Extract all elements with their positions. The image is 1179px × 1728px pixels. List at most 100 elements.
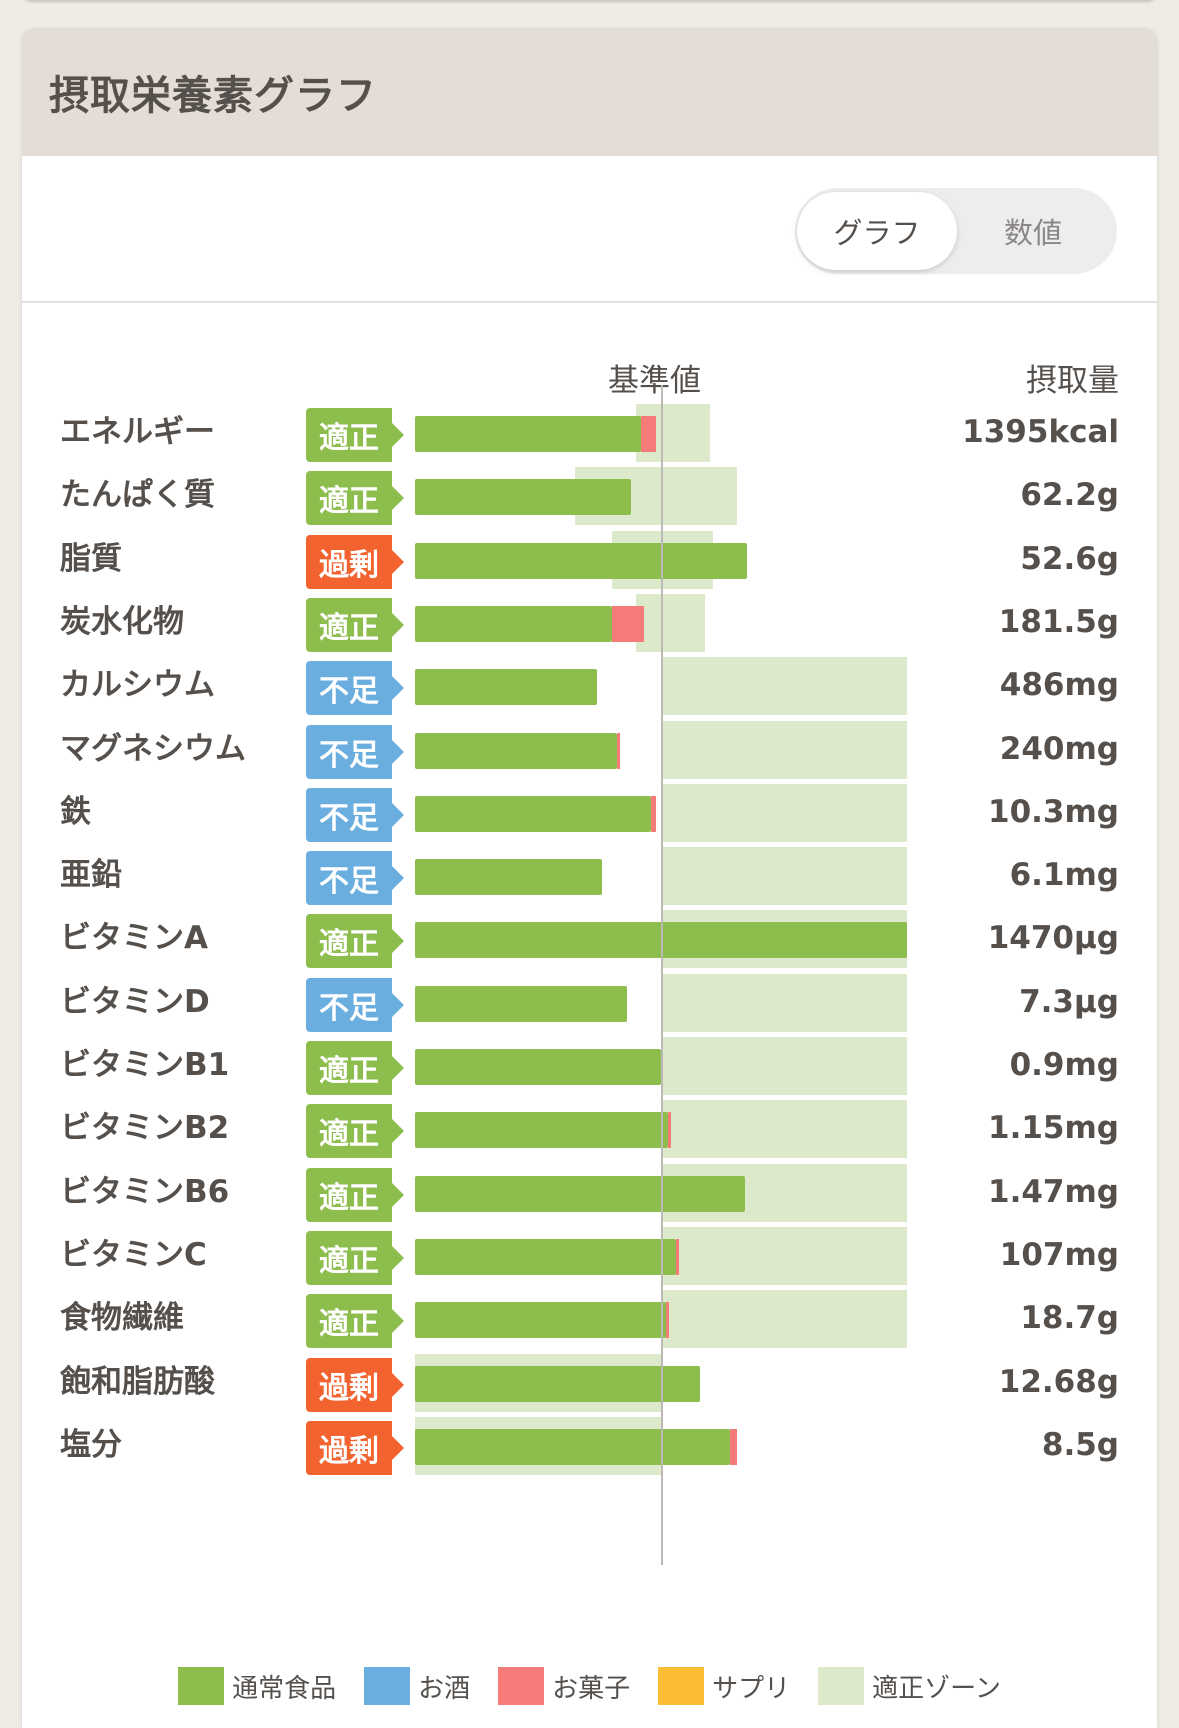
- legend-swatch: [658, 1667, 705, 1705]
- intake-value: 12.68g: [998, 1363, 1119, 1400]
- status-badge: 適正: [306, 408, 404, 462]
- snack-intake-bar: [665, 1302, 669, 1339]
- nutrient-name: ビタミンD: [60, 983, 210, 1020]
- status-badge: 不足: [306, 724, 404, 779]
- food-intake-bar: [415, 669, 598, 706]
- status-badge: 適正: [306, 914, 404, 969]
- nutrient-name: ビタミンB6: [60, 1173, 230, 1210]
- intake-value: 1395kcal: [962, 414, 1119, 450]
- optimal-zone-bar: [661, 1290, 907, 1349]
- legend-item: お酒: [364, 1667, 470, 1705]
- snack-intake-bar: [668, 1112, 672, 1149]
- legend-swatch: [364, 1667, 411, 1705]
- intake-value: 52.6g: [1020, 540, 1119, 577]
- nutrient-name: エネルギー: [60, 414, 215, 450]
- food-intake-bar: [415, 859, 602, 896]
- intake-value: 1470µg: [987, 920, 1119, 957]
- intake-value: 1.15mg: [988, 1110, 1119, 1147]
- status-badge: 適正: [306, 597, 404, 652]
- legend-label: サプリ: [712, 1673, 791, 1704]
- nutrient-row: 炭水化物 適正 181.5g: [22, 590, 1157, 654]
- nutrient-name: 食物繊維: [60, 1300, 184, 1337]
- food-intake-bar: [415, 1112, 669, 1149]
- nutrient-row: エネルギー 適正 1395kcal: [22, 400, 1157, 464]
- status-badge: 適正: [306, 1104, 404, 1159]
- optimal-zone-bar: [636, 593, 706, 652]
- status-badge: 過剰: [306, 534, 404, 589]
- food-intake-bar: [415, 542, 748, 579]
- nutrient-name: カルシウム: [60, 667, 215, 704]
- food-intake-bar: [415, 985, 627, 1022]
- intake-value: 8.5g: [1041, 1426, 1119, 1463]
- intake-value: 10.3mg: [988, 793, 1119, 830]
- status-badge: 適正: [306, 471, 404, 526]
- snack-intake-bar: [611, 605, 644, 642]
- optimal-zone-bar: [661, 1100, 907, 1159]
- optimal-zone-bar: [661, 847, 907, 906]
- view-toggle: グラフ 数値: [795, 188, 1117, 274]
- intake-value: 240mg: [999, 730, 1119, 767]
- nutrient-name: 飽和脂肪酸: [60, 1363, 215, 1400]
- food-intake-bar: [415, 1365, 701, 1402]
- nutrient-name: ビタミンB1: [60, 1047, 230, 1083]
- nutrient-name: 炭水化物: [60, 603, 184, 640]
- nutrient-row: 塩分 過剰 8.5g: [22, 1413, 1157, 1477]
- food-intake-bar: [415, 479, 632, 516]
- nutrient-row: ビタミンA 適正 1470µg: [22, 906, 1157, 970]
- reference-line: [661, 385, 663, 1565]
- intake-value: 0.9mg: [1009, 1047, 1119, 1083]
- nutrient-row: ビタミンB1 適正 0.9mg: [22, 1033, 1157, 1097]
- nutrient-row: たんぱく質 適正 62.2g: [22, 463, 1157, 527]
- intake-value: 18.7g: [1020, 1300, 1119, 1337]
- status-badge: 過剰: [306, 1420, 404, 1475]
- legend-label: 適正ゾーン: [872, 1673, 1001, 1704]
- status-badge: 適正: [306, 1294, 404, 1349]
- status-badge: 適正: [306, 1230, 404, 1285]
- nutrient-chart: 基準値 摂取量 エネルギー 適正 1395kcal たんぱく質 適正 62.2g 脂質 過剰 5…: [22, 303, 1157, 1728]
- status-badge: 適正: [306, 1167, 404, 1222]
- nutrient-name: 塩分: [60, 1426, 122, 1463]
- optimal-zone-bar: [661, 973, 907, 1032]
- nutrient-name: ビタミンA: [60, 920, 208, 957]
- intake-value: 107mg: [999, 1236, 1119, 1273]
- chart-legend: 通常食品 お酒 お菓子 サプリ 適正ゾーン: [22, 1661, 1157, 1711]
- nutrient-name: 鉄: [60, 793, 91, 830]
- nutrient-name: 亜鉛: [60, 857, 122, 894]
- status-badge: 過剰: [306, 1357, 404, 1412]
- legend-label: 通常食品: [232, 1673, 337, 1704]
- nutrient-row: 鉄 不足 10.3mg: [22, 780, 1157, 844]
- legend-label: お菓子: [552, 1673, 631, 1704]
- nutrient-name: たんぱく質: [60, 477, 215, 514]
- food-intake-bar: [415, 1049, 661, 1085]
- intake-value: 7.3µg: [1019, 983, 1119, 1020]
- nutrient-row: 食物繊維 適正 18.7g: [22, 1286, 1157, 1350]
- legend-swatch: [178, 1667, 225, 1705]
- view-toggle-row: グラフ 数値: [22, 156, 1157, 303]
- nutrient-row: マグネシウム 不足 240mg: [22, 717, 1157, 781]
- food-intake-bar: [415, 732, 617, 769]
- food-intake-bar: [415, 416, 642, 452]
- legend-item: サプリ: [658, 1667, 790, 1705]
- graph-view-button[interactable]: グラフ: [797, 192, 957, 270]
- optimal-zone-bar: [661, 1037, 907, 1095]
- food-intake-bar: [415, 1428, 730, 1465]
- legend-item: お菓子: [498, 1667, 630, 1705]
- intake-value: 6.1mg: [1009, 857, 1119, 894]
- legend-swatch: [818, 1667, 865, 1705]
- snack-intake-bar: [675, 1238, 679, 1275]
- status-badge: 不足: [306, 851, 404, 906]
- snack-intake-bar: [729, 1428, 738, 1465]
- reference-column-header: 基準値: [608, 363, 701, 399]
- intake-value: 181.5g: [998, 603, 1119, 640]
- nutrient-row: ビタミンC 適正 107mg: [22, 1223, 1157, 1287]
- nutrient-row: 亜鉛 不足 6.1mg: [22, 843, 1157, 907]
- numeric-view-button[interactable]: 数値: [1003, 216, 1062, 250]
- nutrient-row: 飽和脂肪酸 過剰 12.68g: [22, 1350, 1157, 1414]
- status-badge: 適正: [306, 1041, 404, 1095]
- nutrient-name: ビタミンB2: [60, 1110, 230, 1147]
- nutrient-name: マグネシウム: [60, 730, 246, 767]
- card-title: 摂取栄養素グラフ: [49, 73, 377, 119]
- nutrient-row: 脂質 過剰 52.6g: [22, 527, 1157, 591]
- intake-value: 62.2g: [1020, 477, 1119, 514]
- food-intake-bar: [415, 605, 612, 642]
